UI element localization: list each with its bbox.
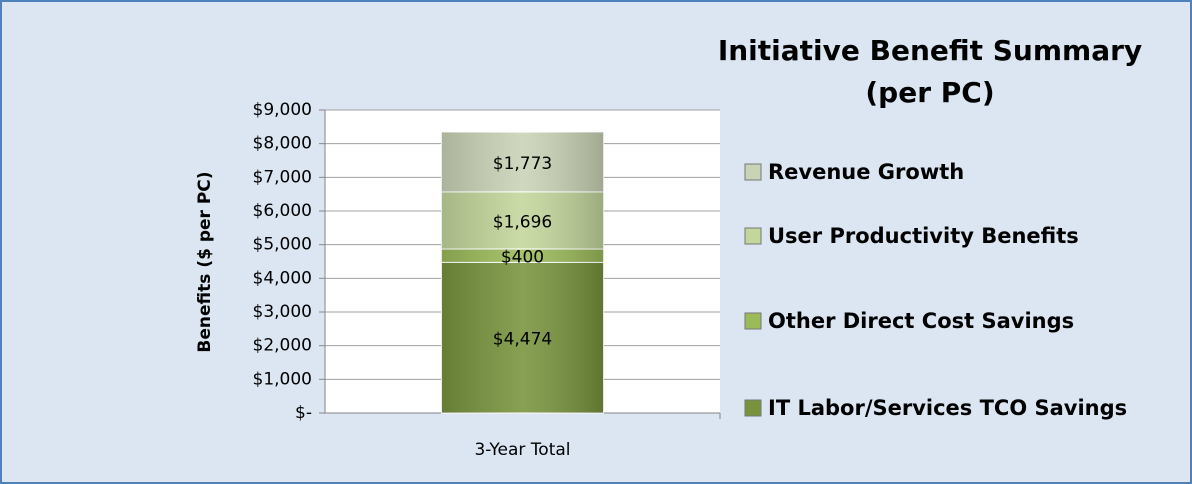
- data-label: $1,773: [493, 154, 552, 174]
- legend-label: IT Labor/Services TCO Savings: [768, 396, 1127, 420]
- chart-title: Initiative Benefit Summary (per PC): [717, 34, 1143, 109]
- y-tick-label: $4,000: [253, 268, 312, 288]
- y-tick-label: $8,000: [253, 134, 312, 154]
- bar-shade: [441, 262, 604, 413]
- y-tick-label: $1,000: [253, 369, 312, 389]
- legend-swatch: [744, 399, 762, 417]
- y-axis-label: Benefits ($ per PC): [195, 171, 215, 352]
- legend-label: Other Direct Cost Savings: [768, 309, 1074, 333]
- y-tick-label: $2,000: [253, 336, 312, 356]
- data-label: $1,696: [493, 212, 552, 232]
- data-label: $4,474: [493, 330, 552, 350]
- bar-shade: [441, 248, 604, 263]
- legend-label: Revenue Growth: [768, 160, 964, 184]
- data-label: $400: [501, 248, 544, 268]
- bar-shade: [441, 191, 604, 249]
- x-tick-label: 3-Year Total: [474, 440, 570, 460]
- legend-swatch: [744, 163, 762, 181]
- y-tick-label: $9,000: [253, 100, 312, 120]
- legend-swatch: [744, 227, 762, 245]
- y-tick-label: $-: [295, 403, 312, 423]
- bar-shade: [441, 132, 604, 192]
- legend-swatch: [744, 312, 762, 330]
- y-tick-label: $6,000: [253, 201, 312, 221]
- y-tick-label: $7,000: [253, 167, 312, 187]
- y-tick-label: $5,000: [253, 235, 312, 255]
- y-tick-label: $3,000: [253, 302, 312, 322]
- legend-label: User Productivity Benefits: [768, 224, 1079, 248]
